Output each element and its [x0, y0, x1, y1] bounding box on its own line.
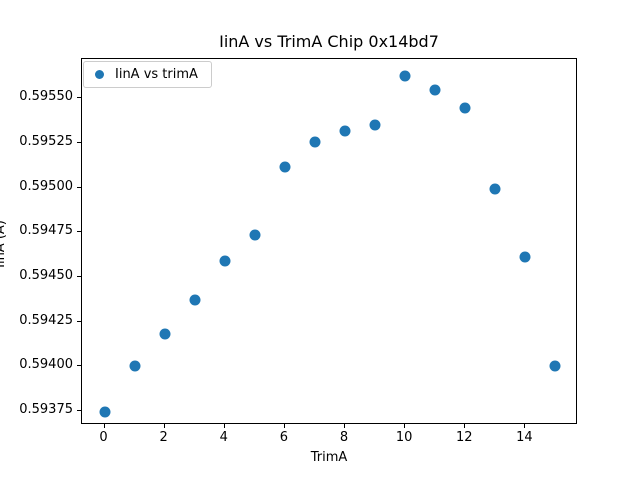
- scatter-point: [489, 183, 501, 195]
- legend-marker-icon: [95, 70, 104, 79]
- scatter-point: [549, 360, 561, 372]
- x-tick-label: 12: [455, 430, 473, 445]
- scatter-point: [459, 102, 471, 114]
- y-tick-label: 0.59525: [19, 133, 73, 149]
- x-tick-mark: [524, 424, 526, 428]
- y-tick-label: 0.59500: [19, 178, 73, 194]
- y-tick-label: 0.59375: [19, 402, 73, 418]
- scatter-point: [219, 255, 231, 267]
- x-tick-mark: [103, 424, 105, 428]
- y-tick-mark: [77, 186, 81, 188]
- y-tick-label: 0.59475: [19, 223, 73, 239]
- x-tick-label: 8: [339, 430, 349, 445]
- scatter-point: [99, 406, 111, 418]
- y-tick-mark: [77, 365, 81, 367]
- scatter-point: [129, 360, 141, 372]
- scatter-point: [159, 328, 171, 340]
- x-tick-label: 0: [99, 430, 108, 445]
- scatter-point: [249, 229, 261, 241]
- chart-title: IinA vs TrimA Chip 0x14bd7: [219, 32, 439, 51]
- plot-area: [81, 58, 577, 424]
- y-tick-label: 0.59550: [19, 89, 73, 105]
- scatter-point: [279, 161, 291, 173]
- y-tick-mark: [77, 97, 81, 99]
- scatter-point: [429, 84, 441, 96]
- x-tick-mark: [163, 424, 165, 428]
- scatter-point: [189, 294, 201, 306]
- x-tick-label: 6: [279, 430, 289, 445]
- y-tick-mark: [77, 276, 81, 278]
- scatter-points-layer: [82, 59, 576, 423]
- x-tick-mark: [404, 424, 406, 428]
- scatter-point: [369, 119, 381, 131]
- x-tick-mark: [464, 424, 466, 428]
- y-tick-label: 0.59400: [19, 357, 73, 373]
- y-tick-mark: [77, 410, 81, 412]
- y-tick-label: 0.59450: [19, 268, 73, 284]
- scatter-point: [399, 70, 411, 82]
- y-tick-mark: [77, 231, 81, 233]
- x-tick-label: 2: [159, 430, 168, 445]
- scatter-point: [309, 136, 321, 148]
- x-tick-mark: [344, 424, 346, 428]
- y-tick-mark: [77, 320, 81, 322]
- y-tick-label: 0.59425: [19, 312, 73, 328]
- x-axis-label: TrimA: [310, 450, 348, 465]
- scatter-point: [339, 125, 351, 137]
- x-tick-mark: [223, 424, 225, 428]
- scatter-point: [519, 251, 531, 263]
- x-tick-mark: [283, 424, 285, 428]
- x-tick-label: 10: [395, 430, 413, 445]
- legend-label: IinA vs trimA: [115, 66, 198, 82]
- y-tick-mark: [77, 141, 81, 143]
- x-tick-label: 14: [516, 430, 533, 445]
- x-tick-label: 4: [219, 430, 228, 445]
- legend: IinA vs trimA: [83, 61, 212, 88]
